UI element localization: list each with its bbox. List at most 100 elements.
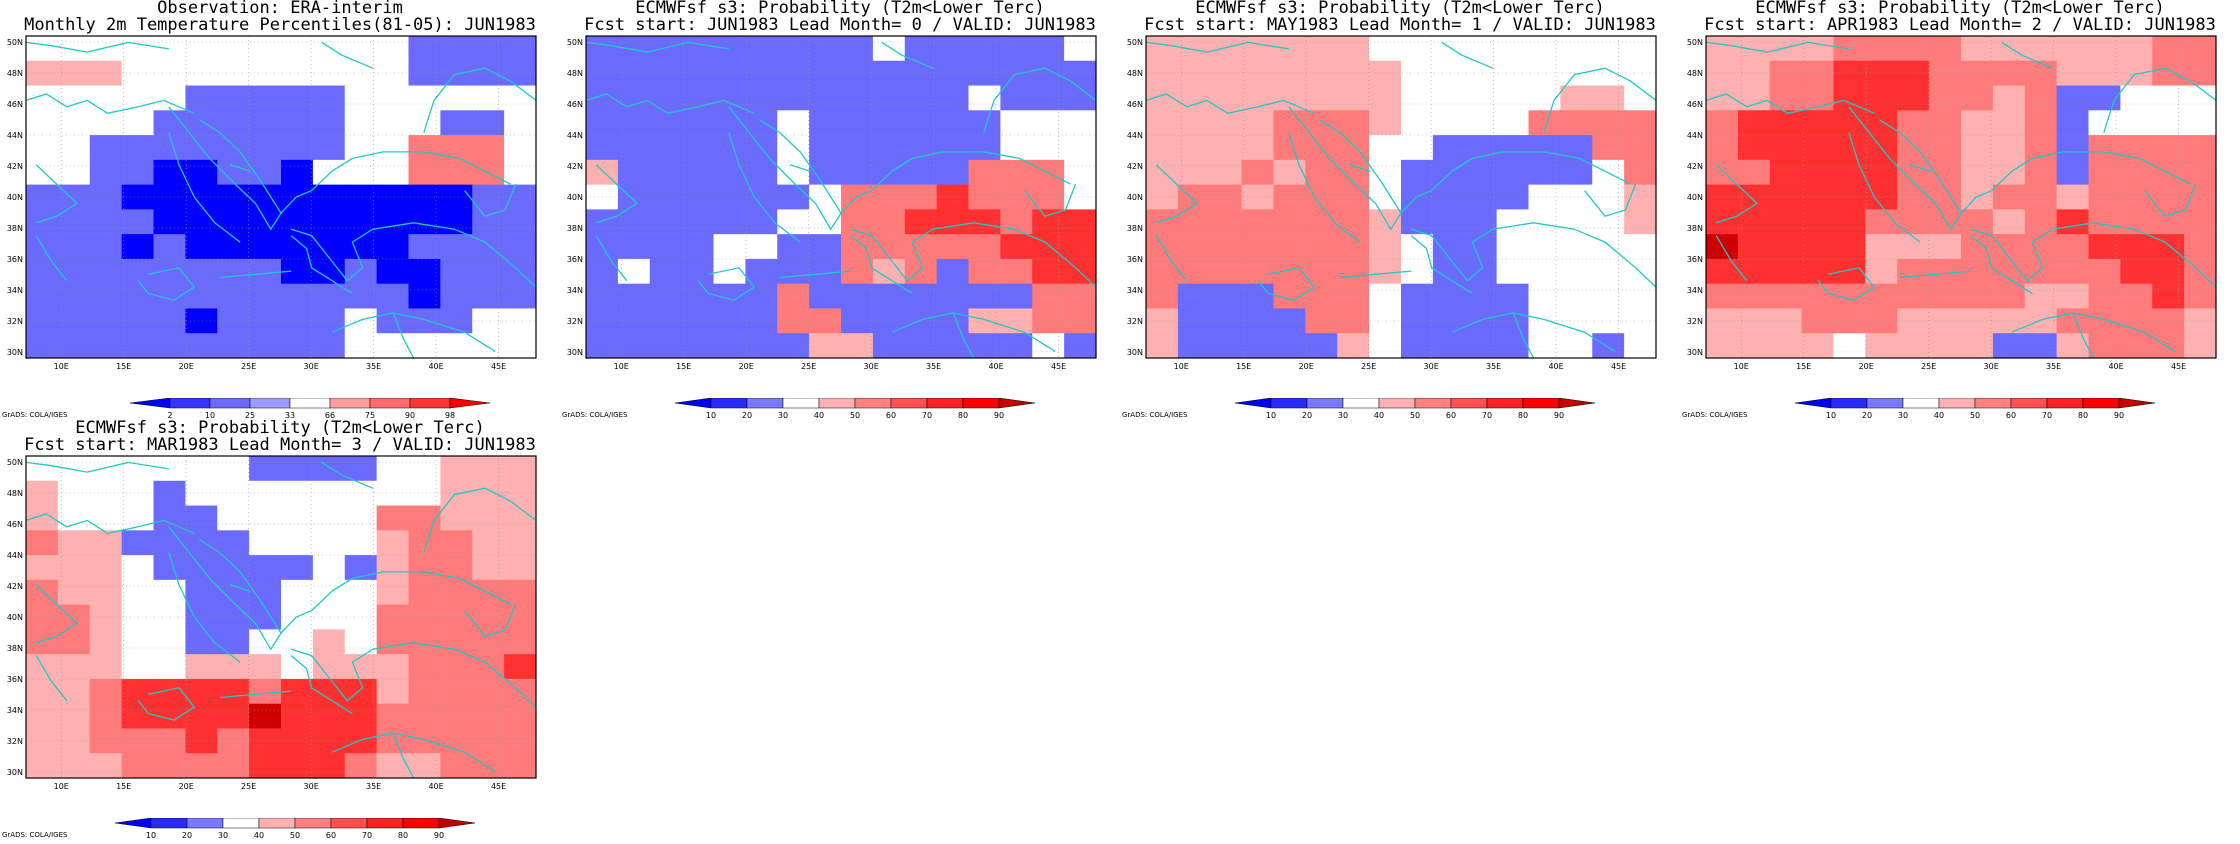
grid-cell <box>2024 85 2058 111</box>
lon-tick-label: 30E <box>304 782 319 791</box>
grid-cell <box>26 283 59 309</box>
grid-cell <box>249 234 282 260</box>
colorbar-swatch <box>1450 398 1488 409</box>
coastline <box>1411 222 1657 288</box>
grid-cell <box>1769 234 1803 260</box>
coastline <box>1584 183 1637 218</box>
grid-cell <box>2088 36 2121 62</box>
lat-tick-label: 38N <box>1687 224 1703 233</box>
colorbar-swatch <box>289 398 331 409</box>
grid-cell <box>312 654 346 680</box>
grid-cell <box>1624 209 1657 235</box>
grid-cell <box>1209 283 1243 309</box>
colorbar-tick-label: 70 <box>362 831 372 840</box>
colorbar-swatch <box>1558 398 1596 409</box>
grid-cell <box>1432 36 1466 62</box>
grid-cell <box>1737 60 1771 87</box>
colorbar-swatch <box>1522 398 1560 409</box>
grid-cell <box>968 333 1001 359</box>
grid-cell <box>2152 60 2185 87</box>
grid-cell <box>89 530 123 556</box>
grid-cell <box>777 159 810 186</box>
coastline <box>1145 93 1315 114</box>
grid-cell <box>440 678 473 705</box>
grid-cell <box>745 36 778 62</box>
grid-cell <box>1000 159 1033 186</box>
coastline <box>1349 164 1371 172</box>
grid-cell <box>408 654 441 680</box>
grid-cell <box>1432 60 1466 87</box>
grid-cell <box>1992 333 2026 359</box>
grid-cell <box>89 753 123 779</box>
grid-cell <box>281 85 314 111</box>
grid-cell <box>408 604 441 630</box>
grid-cell <box>968 209 1001 235</box>
grid-cell <box>121 209 155 235</box>
grid-cell <box>217 135 250 161</box>
grid-cell <box>281 480 314 507</box>
grid-cell <box>281 135 314 161</box>
grid-cell <box>89 209 123 235</box>
grid-cell <box>1401 308 1434 334</box>
lon-tick-label: 45E <box>2171 362 2186 371</box>
grid-cell <box>121 36 155 62</box>
grid-cell <box>1032 135 1065 161</box>
grid-cell <box>1992 110 2026 136</box>
grid-cell <box>1801 333 1835 359</box>
grid-cell <box>841 283 874 309</box>
coastline <box>1960 151 2191 214</box>
grid-cell <box>841 60 874 87</box>
grid-cell <box>57 234 91 260</box>
grid-cell <box>408 308 441 334</box>
grid-cell <box>1865 283 1898 309</box>
lat-tick-label: 44N <box>7 551 23 560</box>
grid-cell <box>745 283 778 309</box>
colorbar-swatch <box>1794 398 1832 409</box>
grid-cell <box>649 333 683 359</box>
grid-cell <box>1769 135 1803 161</box>
grid-cell <box>121 110 155 136</box>
lon-tick-label: 30E <box>1424 362 1439 371</box>
grid-cell <box>1177 36 1211 62</box>
grid-cell <box>57 135 91 161</box>
grid-cell <box>1833 135 1866 161</box>
grid-cell <box>57 480 91 507</box>
grid-cell <box>1496 85 1530 111</box>
lon-tick-label: 10E <box>1174 362 1189 371</box>
grid-cell <box>1897 60 1930 87</box>
grid-cell <box>1064 135 1097 161</box>
colorbar-tick-label: 20 <box>1862 411 1872 420</box>
grid-cell <box>777 60 810 87</box>
grid-cell <box>1000 283 1033 309</box>
grid-cell <box>2024 36 2058 62</box>
grid-cell <box>968 258 1001 285</box>
grid-cell <box>1000 184 1033 210</box>
grid-cell <box>217 530 250 556</box>
grid-cell <box>472 456 505 482</box>
grid-cell <box>121 60 155 87</box>
grid-cell <box>2088 184 2121 210</box>
grid-cell <box>217 579 250 606</box>
coastline <box>464 183 517 218</box>
coastline <box>2072 312 2095 359</box>
colorbar-swatch <box>294 818 332 829</box>
grid-cell <box>2088 60 2121 87</box>
grid-cell <box>57 555 91 581</box>
grid-cell <box>504 753 537 779</box>
grid-cell <box>745 85 778 111</box>
grid-cell <box>121 654 155 680</box>
grid-cell <box>1032 85 1065 111</box>
grid-cell <box>2184 60 2217 87</box>
coastline <box>168 132 241 243</box>
coastline <box>1970 235 2033 295</box>
grid-cell <box>904 283 938 309</box>
grid-cell <box>1992 85 2026 111</box>
grid-cell <box>472 110 505 136</box>
grid-cell <box>2120 110 2153 136</box>
grid-cell <box>1496 209 1530 235</box>
grid-cell <box>153 654 186 680</box>
grid-cell <box>617 283 651 309</box>
panel-title: Observation: ERA-interim <box>157 0 403 18</box>
grid-cell <box>281 333 314 359</box>
grid-cell <box>1369 85 1402 111</box>
